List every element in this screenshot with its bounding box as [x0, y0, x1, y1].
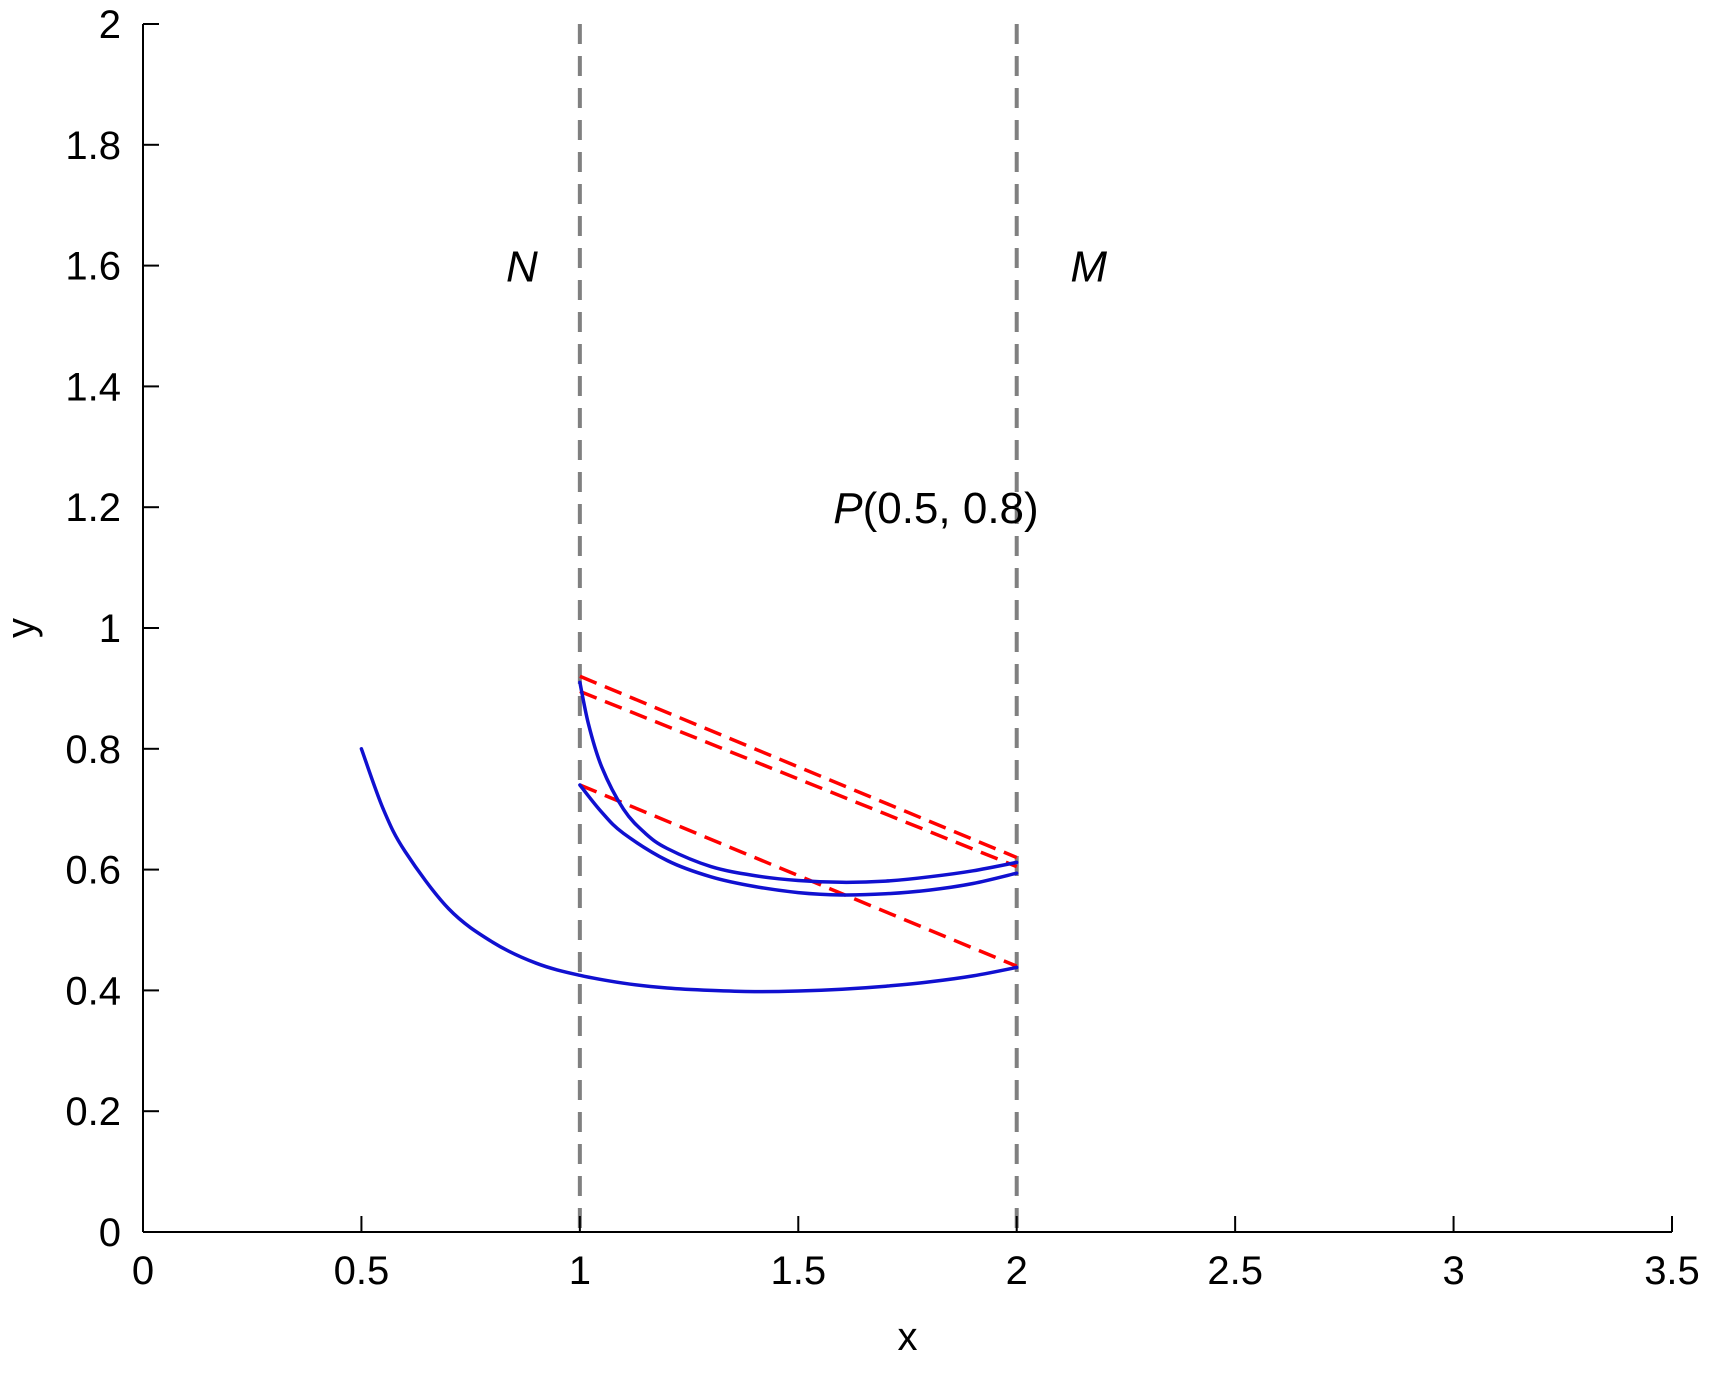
y-tick-label: 1.2 — [65, 486, 121, 530]
boundary-lines — [577, 24, 1019, 1232]
curve-line — [578, 783, 1019, 897]
curve-line — [578, 680, 1019, 885]
x-axis-title: x — [898, 1315, 918, 1359]
y-axis-title: y — [0, 618, 43, 638]
chord-line — [579, 783, 1018, 968]
chord-lines — [579, 674, 1018, 968]
boundary-label-m: M — [1070, 243, 1107, 292]
axes — [142, 24, 1672, 1233]
y-tick-label: 1.4 — [65, 365, 121, 409]
point-annotation-coords: (0.5, 0.8) — [863, 484, 1039, 533]
chord-line — [579, 689, 1018, 869]
boundary-label-n: N — [506, 243, 538, 292]
y-tick-label: 1.8 — [65, 124, 121, 168]
y-ticks: 0 0.2 0.4 0.6 0.8 1 1.2 1.4 1.6 1.8 2 — [65, 3, 159, 1255]
y-tick-label: 0.6 — [65, 849, 121, 893]
y-tick-label: 0.4 — [65, 969, 121, 1013]
y-tick-label: 0.8 — [65, 728, 121, 772]
x-tick-label: 2 — [1006, 1249, 1028, 1293]
x-tick-label: 0 — [132, 1249, 154, 1293]
y-tick-label: 1 — [99, 607, 121, 651]
chord-line — [579, 674, 1018, 860]
y-tick-label: 2 — [99, 3, 121, 47]
x-tick-label: 1.5 — [770, 1249, 826, 1293]
point-annotation-letter: P — [833, 484, 863, 533]
x-tick-label: 2.5 — [1207, 1249, 1263, 1293]
x-tick-label: 3.5 — [1644, 1249, 1700, 1293]
x-ticks: 0 0.5 1 1.5 2 2.5 3 3.5 — [132, 1216, 1700, 1293]
x-tick-label: 0.5 — [334, 1249, 390, 1293]
y-tick-label: 0 — [99, 1211, 121, 1255]
y-tick-label: 0.2 — [65, 1090, 121, 1134]
curve-line — [359, 747, 1019, 994]
y-tick-label: 1.6 — [65, 245, 121, 289]
x-tick-label: 3 — [1442, 1249, 1464, 1293]
x-tick-label: 1 — [569, 1249, 591, 1293]
trajectory-curves — [359, 680, 1019, 994]
point-annotation: P(0.5, 0.8) — [833, 484, 1038, 533]
